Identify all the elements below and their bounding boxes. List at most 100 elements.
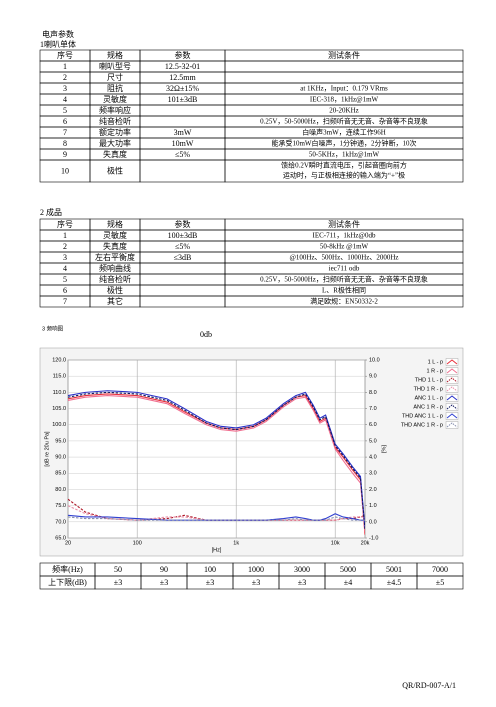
series-line [68, 516, 365, 521]
y-tick-label: 110.0 [53, 390, 66, 396]
legend-swatch [445, 412, 459, 420]
cell-text: 序号 [57, 50, 73, 60]
series-line [68, 391, 365, 530]
y2-tick-label: 8.0 [369, 390, 377, 396]
cell-text: 8 [63, 139, 67, 148]
x-tick-label: 100 [133, 540, 142, 546]
legend-swatch [445, 385, 459, 393]
legend-line [446, 413, 458, 419]
cell-text: 10 [61, 166, 69, 175]
cell-text: ±3 [252, 578, 260, 587]
cell-text: 3 [63, 253, 67, 262]
cell-text: 规格 [107, 219, 123, 229]
cell-text: 100±3dB [168, 231, 198, 240]
x-tick-label: 1k [233, 540, 239, 546]
series-line [68, 513, 365, 521]
section-title: 2 成品 [40, 207, 62, 217]
cell-text: 2 [63, 242, 67, 251]
cell-text: 规格 [107, 50, 123, 60]
legend-swatch [445, 376, 459, 384]
legend-line [446, 422, 458, 428]
legend-swatch [445, 394, 459, 402]
cell-text: 失真度 [103, 241, 127, 251]
cell-text: 5 [63, 106, 67, 115]
legend-line [446, 386, 458, 392]
cell-text: 喇叭型号 [99, 61, 131, 71]
table-cell [139, 295, 226, 308]
cell-text: 4 [63, 264, 67, 273]
cell-text: 纯音检听 [99, 116, 131, 126]
cell-text: 上下限(dB) [48, 578, 87, 587]
cell-text: 测试条件 [328, 50, 360, 60]
note: 0db [200, 330, 212, 339]
legend-label: THD 1 R - p [414, 386, 443, 392]
y2-tick-label: 6.0 [369, 422, 377, 428]
y-tick-label: 75.0 [55, 503, 66, 509]
legend-swatch [445, 367, 459, 375]
cell-text: 50-5KHz，1kHz@1mW [309, 151, 380, 159]
y2-tick-label: 1.0 [369, 503, 377, 509]
x-tick-label: 20 [65, 540, 71, 546]
cell-text: 0.25V，50-5000Hz，扫频听音无无音、杂音等不良现象 [260, 117, 428, 126]
cell-text: 能承受10mW白噪声，1分钟通，2分钟断，10次 [271, 139, 416, 148]
cell-text: 5 [63, 275, 67, 284]
y2-tick-label: 5.0 [369, 438, 377, 444]
cell-text: 6 [63, 117, 67, 126]
cell-text: @100Hz、500Hz、1000Hz、2000Hz [289, 254, 398, 262]
table-cell [139, 159, 226, 183]
y-tick-label: 70.0 [55, 519, 66, 525]
table-cell [224, 159, 464, 183]
cell-text: 其它 [107, 296, 123, 306]
cell-text: 失真度 [103, 149, 127, 159]
cell-text: 极性 [107, 165, 123, 175]
cell-text: 10mW [172, 139, 194, 148]
y2-tick-label: -1.0 [369, 535, 378, 541]
y-tick-label: 105.0 [52, 406, 66, 412]
table-cell [139, 273, 226, 286]
legend-line [446, 395, 458, 401]
cell-text: ±3 [206, 578, 214, 587]
cell-text: 12.5mm [169, 73, 196, 82]
table-cell [139, 284, 226, 297]
cell-text: 馈给0.2V瞬时直流电压，引起音圈向前方 [281, 161, 407, 170]
cell-text: 4 [63, 95, 67, 104]
cell-text: 5001 [386, 565, 402, 574]
cell-text: 频率(Hz) [52, 564, 83, 574]
cell-text: 参数 [175, 219, 191, 229]
legend-line [446, 404, 458, 410]
legend-line [446, 359, 458, 365]
y2-tick-label: 7.0 [369, 406, 377, 412]
table-cell [224, 295, 464, 308]
cell-text: IEC-711，1kHz@0db [313, 232, 376, 240]
y2-tick-label: 4.0 [369, 455, 377, 461]
cell-text: 100 [204, 565, 216, 574]
table-cell [139, 262, 226, 275]
cell-text: 3mW [174, 128, 192, 137]
cell-text: 50 [114, 565, 122, 574]
doc-title: 电声参数 [42, 29, 74, 39]
legend-label: ANC 1 L - p [414, 395, 443, 401]
cell-text: 7 [63, 297, 67, 306]
cell-text: 极性 [107, 285, 123, 295]
series-line [68, 390, 365, 529]
cell-text: 12.5-32-01 [165, 62, 200, 71]
cell-text: iec711 odb [329, 265, 360, 273]
x-tick-label: 10k [331, 540, 340, 546]
cell-text: 序号 [57, 219, 73, 229]
cell-text: 20-20KHz [329, 107, 359, 115]
cell-text: 阻抗 [107, 83, 123, 93]
legend-label: THD 1 L - p [415, 377, 443, 383]
x-axis-label: [Hz] [212, 547, 222, 553]
y2-tick-label: 2.0 [369, 487, 377, 493]
cell-text: 5000 [340, 565, 356, 574]
cell-text: 测试条件 [328, 219, 360, 229]
y-tick-label: 95.0 [55, 438, 66, 444]
legend-swatch [445, 421, 459, 429]
cell-text: 0.25V，50-5000Hz，扫频听音无无音、杂音等不良现象 [260, 275, 428, 284]
y2-tick-label: 3.0 [369, 471, 377, 477]
cell-text: ±3 [160, 578, 168, 587]
y-tick-label: 100.0 [52, 422, 66, 428]
series-line [68, 395, 365, 532]
cell-text: 满足欧规：EN50332-2 [310, 297, 378, 306]
